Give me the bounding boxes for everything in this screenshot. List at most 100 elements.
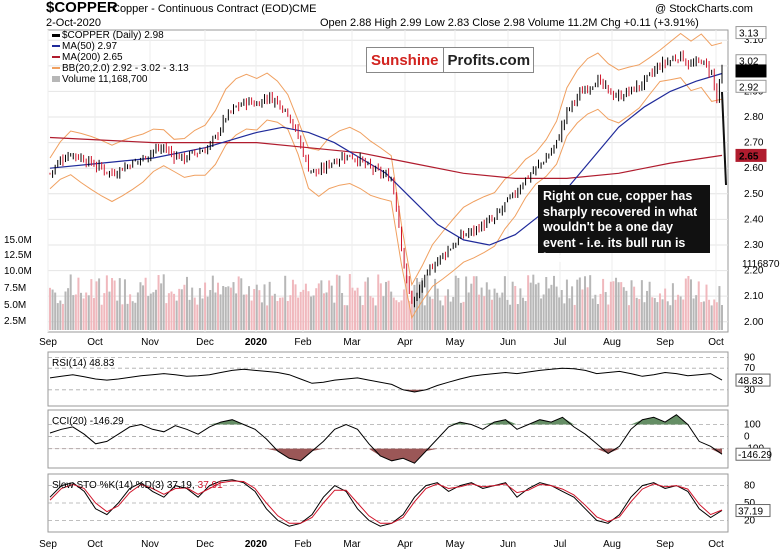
price-marker-text: 3.13 xyxy=(739,29,759,40)
volume-bar xyxy=(341,293,344,330)
ohlc-summary: Open 2.88 High 2.99 Low 2.83 Close 2.98 … xyxy=(320,17,699,29)
volume-bar xyxy=(591,298,594,330)
volume-bar xyxy=(310,296,313,330)
volume-bar xyxy=(452,296,455,330)
bb-lower xyxy=(49,77,723,320)
legend-swatch-bb xyxy=(52,67,60,69)
volume-bar xyxy=(219,294,222,330)
volume-bar xyxy=(328,280,331,330)
volume-bar xyxy=(196,304,199,330)
volume-bar xyxy=(139,282,142,330)
volume-bar xyxy=(584,276,587,330)
sto-label-d: 37.91 xyxy=(198,480,223,491)
volume-bar xyxy=(648,281,651,330)
volume-bar xyxy=(92,298,95,330)
volume-bar xyxy=(154,289,157,330)
volume-bar xyxy=(307,291,310,330)
watermark: @ StockCharts.com xyxy=(655,3,753,15)
volume-bar xyxy=(268,281,271,330)
price-tick-label: 2.60 xyxy=(744,163,764,174)
volume-bar xyxy=(198,288,201,330)
sto-label-prefix: Slow STO %K(14) %D(3) 37.19, xyxy=(52,480,195,491)
x-tick-label: Jun xyxy=(500,337,516,348)
volume-bar xyxy=(273,293,276,330)
volume-bar xyxy=(439,300,442,330)
volume-bar xyxy=(547,288,550,330)
volume-bar xyxy=(390,291,393,330)
volume-bar xyxy=(279,297,282,330)
volume-bar xyxy=(286,300,289,330)
volume-bar xyxy=(232,282,235,330)
volume-bar xyxy=(700,302,703,330)
x-tick-label: Apr xyxy=(397,337,413,348)
volume-bar xyxy=(638,299,641,330)
volume-bar xyxy=(532,274,535,330)
x-tick-label: 2020 xyxy=(245,539,268,550)
volume-bar xyxy=(550,284,553,330)
volume-bar xyxy=(330,285,333,330)
volume-bar xyxy=(713,299,716,330)
volume-bar xyxy=(80,292,83,330)
volume-bar xyxy=(656,302,659,330)
price-tick-label: 2.30 xyxy=(744,240,764,251)
volume-bar xyxy=(400,300,403,330)
volume-bars xyxy=(49,274,723,330)
volume-bar xyxy=(359,295,362,330)
volume-bar xyxy=(387,280,390,330)
volume-bar xyxy=(105,275,108,330)
volume-bar xyxy=(553,275,555,330)
volume-bar xyxy=(679,296,682,330)
volume-bar xyxy=(395,300,398,330)
volume-bar xyxy=(263,284,266,330)
volume-bar xyxy=(457,277,460,330)
volume-axis: 2.5M 5.0M 7.5M 10.0M 12.5M 15.0M 11168700 xyxy=(4,235,780,327)
volume-bar xyxy=(524,301,527,330)
x-tick-label: Mar xyxy=(343,539,361,550)
volume-bar xyxy=(653,298,656,330)
volume-bar xyxy=(240,278,243,330)
volume-bar xyxy=(103,293,106,330)
volume-bar xyxy=(555,286,558,330)
volume-bar xyxy=(403,289,406,330)
volume-bar xyxy=(509,304,512,330)
volume-bar xyxy=(620,282,623,330)
volume-bar xyxy=(304,283,307,330)
volume-bar xyxy=(581,289,584,330)
volume-bar xyxy=(126,303,129,330)
panel-value-box xyxy=(735,373,771,387)
volume-bar xyxy=(607,304,610,330)
volume-bar xyxy=(689,279,692,330)
x-tick-label: Oct xyxy=(87,539,103,550)
volume-tick-label: 2.5M xyxy=(4,316,26,327)
volume-bar xyxy=(687,275,690,330)
volume-bar xyxy=(136,292,139,330)
volume-bar xyxy=(180,289,183,330)
volume-bar xyxy=(211,275,214,330)
volume-bar xyxy=(560,290,563,330)
volume-bar xyxy=(545,276,548,330)
volume-bar xyxy=(542,294,545,330)
volume-bar xyxy=(281,297,284,330)
ma50-line xyxy=(49,72,723,246)
volume-bar xyxy=(692,298,695,330)
volume-bar xyxy=(152,292,155,330)
volume-bar xyxy=(366,277,369,330)
volume-bar xyxy=(191,287,194,330)
volume-bar xyxy=(586,287,589,330)
volume-bar xyxy=(142,285,145,330)
volume-bar xyxy=(175,300,178,330)
volume-bar xyxy=(260,302,263,330)
volume-bar xyxy=(684,278,687,330)
volume-bar xyxy=(715,302,718,330)
price-tick-label: 2.80 xyxy=(744,112,764,123)
x-tick-label: Nov xyxy=(141,337,159,348)
volume-bar xyxy=(129,294,132,330)
volume-bar xyxy=(503,276,506,330)
legend-swatch-ma50 xyxy=(52,45,60,47)
volume-bar xyxy=(131,301,134,330)
annotation-callout: Right on cue, copper has sharply recover… xyxy=(538,185,710,265)
price-marker-text: 2.65 xyxy=(739,151,759,162)
volume-bar xyxy=(61,303,64,330)
price-marker-text: 2.92 xyxy=(739,82,759,93)
volume-bar xyxy=(563,303,566,330)
